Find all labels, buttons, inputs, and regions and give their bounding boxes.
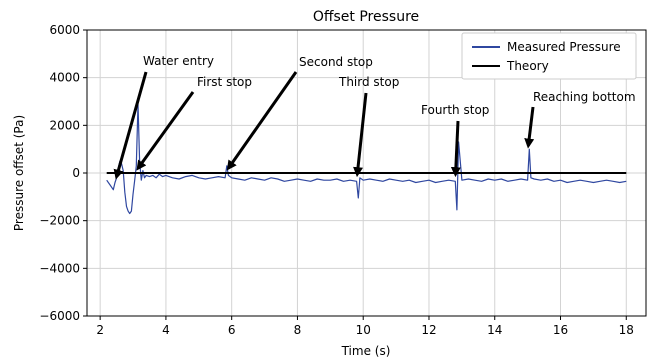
x-tick-label: 16 bbox=[553, 323, 568, 337]
x-tick-label: 6 bbox=[228, 323, 236, 337]
y-tick-label: 2000 bbox=[49, 118, 80, 132]
x-tick-label: 2 bbox=[96, 323, 104, 337]
y-ticks: −6000 −4000 −2000 0 2000 4000 6000 bbox=[39, 23, 87, 323]
annotation-second-stop: Second stop bbox=[299, 55, 373, 69]
annotations: Water entry First stop Second stop Third st… bbox=[113, 54, 636, 180]
legend-box bbox=[461, 32, 637, 80]
x-tick-label: 18 bbox=[619, 323, 634, 337]
x-axis-label: Time (s) bbox=[341, 344, 391, 358]
x-tick-label: 8 bbox=[294, 323, 302, 337]
x-tick-label: 14 bbox=[487, 323, 502, 337]
chart-title: Offset Pressure bbox=[313, 9, 419, 25]
y-tick-label: −4000 bbox=[39, 261, 80, 275]
y-axis-label: Pressure offset (Pa) bbox=[12, 115, 26, 231]
y-tick-label: 0 bbox=[72, 166, 80, 180]
x-tick-label: 12 bbox=[421, 323, 436, 337]
annotation-arrow-third-stop bbox=[353, 92, 368, 178]
annotation-arrow-reaching-bottom bbox=[524, 106, 535, 149]
annotation-arrow-water-entry bbox=[113, 71, 148, 180]
annotation-arrow-fourth-stop bbox=[450, 120, 461, 178]
annotation-fourth-stop: Fourth stop bbox=[421, 103, 489, 117]
y-tick-label: −2000 bbox=[39, 214, 80, 228]
annotation-arrow-second-stop bbox=[226, 71, 298, 171]
x-ticks: 2 4 6 8 10 12 14 16 18 bbox=[96, 316, 634, 337]
annotation-third-stop: Third stop bbox=[338, 75, 399, 89]
annotation-first-stop: First stop bbox=[197, 75, 252, 89]
legend: Measured Pressure Theory bbox=[461, 32, 637, 80]
series-layer bbox=[106, 103, 627, 215]
x-tick-label: 4 bbox=[162, 323, 170, 337]
legend-label-measured-pressure: Measured Pressure bbox=[507, 40, 621, 54]
legend-label-theory: Theory bbox=[506, 59, 549, 73]
x-tick-label: 10 bbox=[356, 323, 371, 337]
annotation-water-entry: Water entry bbox=[143, 54, 214, 68]
annotation-reaching-bottom: Reaching bottom bbox=[533, 90, 636, 104]
annotation-arrow-first-stop bbox=[136, 91, 195, 171]
y-tick-label: −6000 bbox=[39, 309, 80, 323]
y-tick-label: 4000 bbox=[49, 71, 80, 85]
series-line-measured-pressure bbox=[106, 103, 627, 215]
y-tick-label: 6000 bbox=[49, 23, 80, 37]
